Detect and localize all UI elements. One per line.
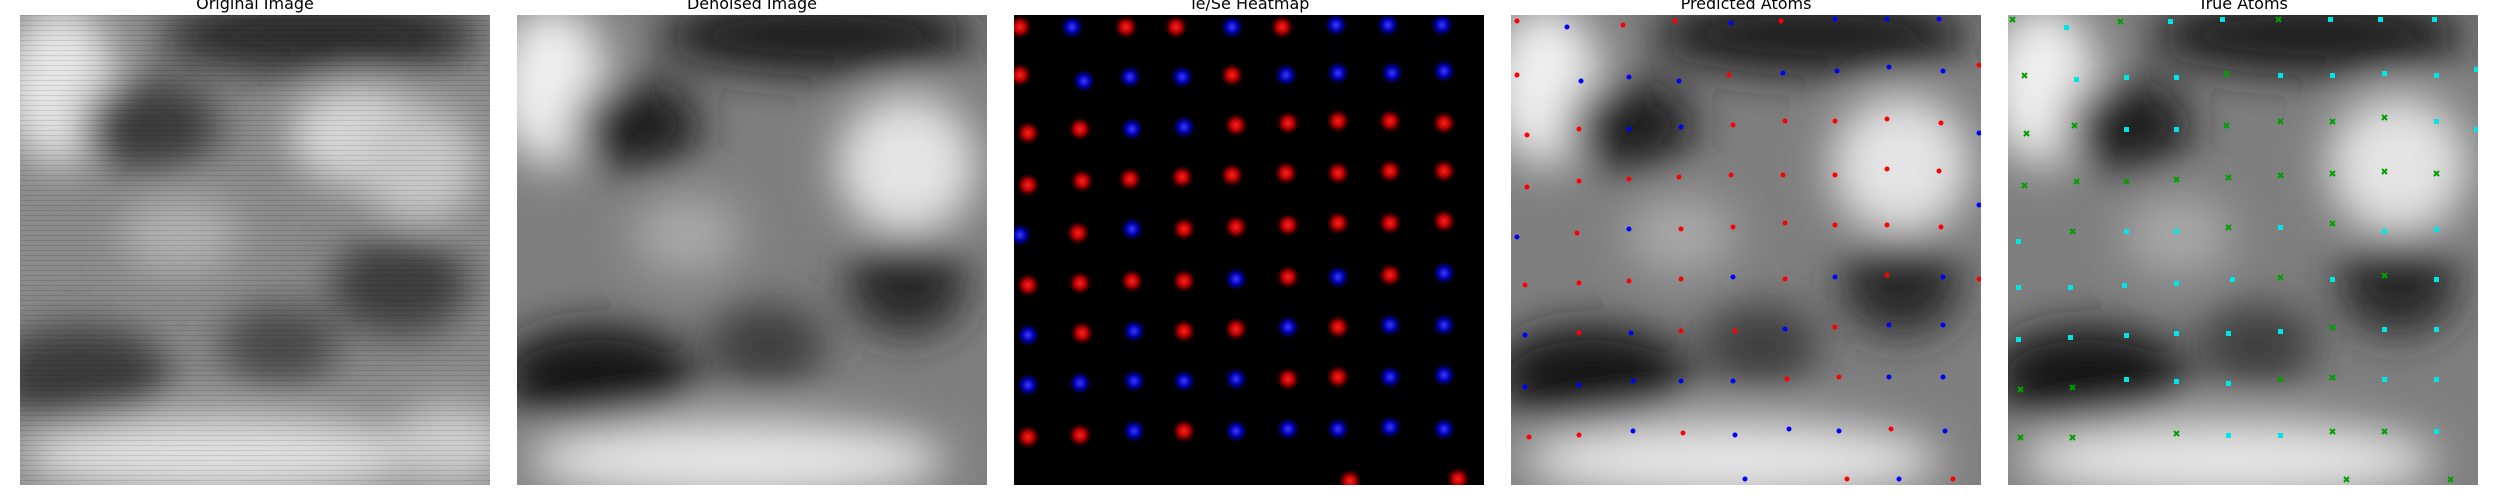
- panel-predicted: Predicted Atoms: [1511, 0, 1981, 500]
- true-atom-markers: [2009, 16, 2478, 483]
- panel-heatmap: Te/Se Heatmap: [1014, 0, 1484, 500]
- panel-original: Original Image: [20, 0, 490, 500]
- panel-denoised: Denoised Image: [517, 0, 987, 500]
- predicted-atoms-image: [1511, 15, 1981, 485]
- panel-title-denoised: Denoised Image: [686, 0, 818, 13]
- predicted-atom-markers: [1514, 16, 1981, 482]
- panel-title-original: Original Image: [196, 0, 314, 13]
- heatmap-spots: [1014, 15, 1471, 485]
- panel-title-true: True Atoms: [2198, 0, 2288, 13]
- original-image: [20, 15, 490, 485]
- panel-title-heatmap: Te/Se Heatmap: [1188, 0, 1310, 13]
- denoised-image: [517, 15, 987, 485]
- panel-true: True Atoms: [2008, 0, 2478, 500]
- true-atoms-image: [2008, 15, 2478, 485]
- heatmap-image: [1014, 15, 1484, 485]
- panel-title-predicted: Predicted Atoms: [1680, 0, 1812, 13]
